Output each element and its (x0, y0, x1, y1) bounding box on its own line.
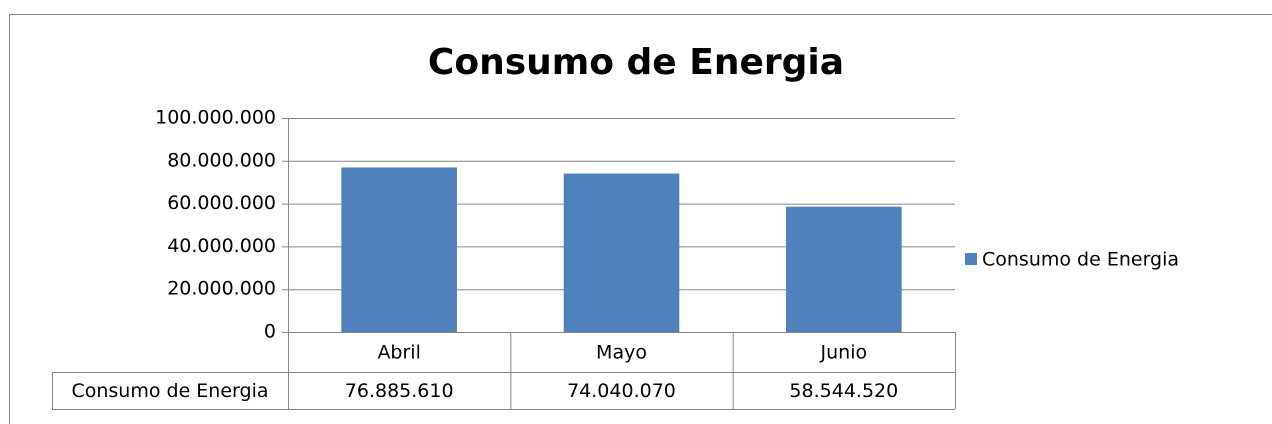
chart-title: Consumo de Energia (428, 42, 844, 83)
x-tick-label: Abril (377, 342, 420, 364)
table-value: 58.544.520 (789, 380, 898, 402)
x-tick-label: Mayo (596, 342, 647, 364)
y-tick-label: 20.000.000 (167, 278, 276, 300)
y-tick-label: 80.000.000 (167, 149, 276, 171)
table-row-label: Consumo de Energia (71, 380, 268, 402)
table-value: 74.040.070 (567, 380, 676, 402)
bar (341, 167, 457, 332)
x-tick-label: Junio (820, 342, 868, 364)
y-tick-label: 60.000.000 (167, 192, 276, 214)
table-value: 76.885.610 (345, 380, 454, 402)
bar (786, 206, 902, 332)
y-tick-label: 40.000.000 (167, 235, 276, 257)
bar (563, 173, 680, 332)
legend-swatch (965, 253, 977, 265)
y-tick-label: 100.000.000 (155, 107, 276, 129)
legend-label: Consumo de Energia (982, 249, 1179, 271)
y-tick-label: 0 (264, 321, 276, 343)
